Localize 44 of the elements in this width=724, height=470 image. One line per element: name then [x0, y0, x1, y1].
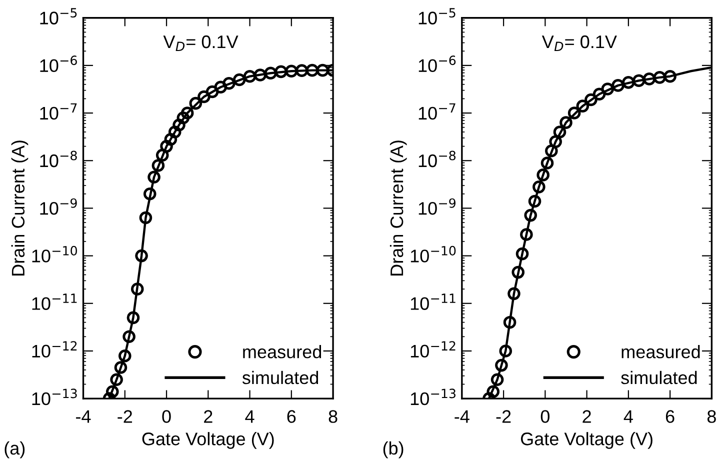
- legend-label: simulated: [621, 370, 697, 384]
- y-tick-label: 10$^{−9}$: [40, 198, 77, 215]
- annotation: V$_{D}$= 0.1V: [542, 35, 617, 52]
- x-tick-label: 0: [162, 410, 171, 423]
- text: (b): [383, 441, 404, 458]
- x-tick-label: 2: [582, 410, 591, 423]
- annotation: V$_{D}$= 0.1V: [163, 35, 238, 52]
- y-axis-title: Drain Current (A): [390, 140, 407, 276]
- y-tick-label: 10$^{−7}$: [40, 103, 77, 120]
- y-tick-label: 10$^{−8}$: [418, 150, 456, 168]
- y-tick-label: 10$^{−11}$: [32, 294, 77, 310]
- y-tick-label: 10$^{−10}$: [32, 246, 77, 262]
- y-tick-label: 10$^{−5}$: [418, 8, 456, 24]
- x-tick-label: 0: [540, 410, 550, 423]
- y-tick-label: 10$^{−7}$: [418, 103, 456, 120]
- x-tick-label: -4: [454, 410, 470, 423]
- x-axis-title: Gate Voltage (V): [142, 432, 274, 449]
- y-tick-label: 10$^{−6}$: [418, 56, 456, 72]
- x-tick-label: 6: [287, 410, 296, 423]
- text: (a): [4, 441, 25, 458]
- x-tick-label: 4: [624, 410, 633, 423]
- y-tick-label: 10$^{−12}$: [410, 341, 456, 358]
- x-tick-label: 4: [245, 410, 254, 423]
- y-tick-label: 10$^{−10}$: [410, 246, 456, 262]
- x-tick-label: -2: [496, 410, 511, 423]
- y-tick-label: 10$^{−11}$: [410, 294, 456, 310]
- y-axis-title: Drain Current (A): [11, 140, 28, 276]
- x-tick-label: 6: [666, 410, 674, 423]
- y-tick-label: 10$^{−9}$: [418, 198, 456, 215]
- x-axis-title: Gate Voltage (V): [520, 432, 652, 449]
- x-tick-label: 8: [707, 410, 716, 423]
- legend-label: simulated: [242, 370, 318, 384]
- y-tick-label: 10$^{−6}$: [40, 56, 77, 72]
- legend-label: measured: [622, 345, 700, 358]
- y-tick-label: 10$^{−13}$: [410, 388, 456, 406]
- y-tick-label: 10$^{−13}$: [32, 388, 77, 406]
- y-tick-label: 10$^{−8}$: [40, 150, 77, 168]
- legend-label: measured: [243, 345, 322, 358]
- x-tick-label: -2: [118, 410, 132, 423]
- y-tick-label: 10$^{−5}$: [40, 8, 77, 24]
- y-tick-label: 10$^{−12}$: [32, 341, 77, 358]
- x-tick-label: 2: [204, 410, 212, 423]
- x-tick-label: 8: [328, 410, 338, 423]
- x-tick-label: -4: [76, 410, 91, 423]
